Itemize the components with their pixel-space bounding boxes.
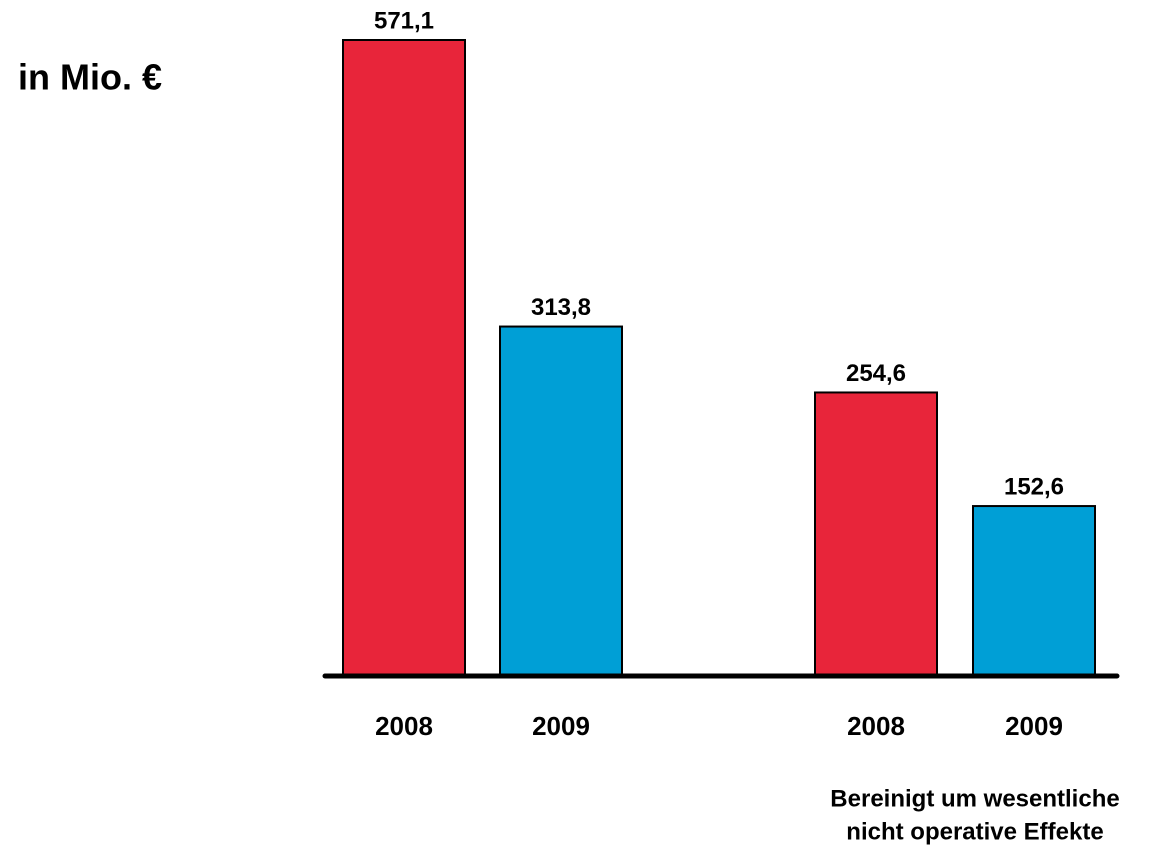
bar bbox=[814, 391, 938, 677]
x-tick-label: 2008 bbox=[847, 711, 905, 741]
annotation: Bereinigt um wesentliche bbox=[830, 785, 1119, 812]
value-label: 571,1 bbox=[374, 7, 434, 34]
bar bbox=[499, 325, 623, 677]
x-tick-label: 2009 bbox=[532, 711, 590, 741]
value-label: 313,8 bbox=[531, 294, 591, 321]
x-tick-label: 2008 bbox=[375, 711, 433, 741]
bar bbox=[972, 505, 1096, 677]
annotation: nicht operative Effekte bbox=[846, 818, 1103, 845]
y-axis-label: in Mio. € bbox=[18, 57, 162, 98]
value-label: 254,6 bbox=[846, 360, 906, 387]
value-label: 152,6 bbox=[1004, 473, 1064, 500]
bar bbox=[342, 39, 466, 677]
x-tick-label: 2009 bbox=[1005, 711, 1063, 741]
